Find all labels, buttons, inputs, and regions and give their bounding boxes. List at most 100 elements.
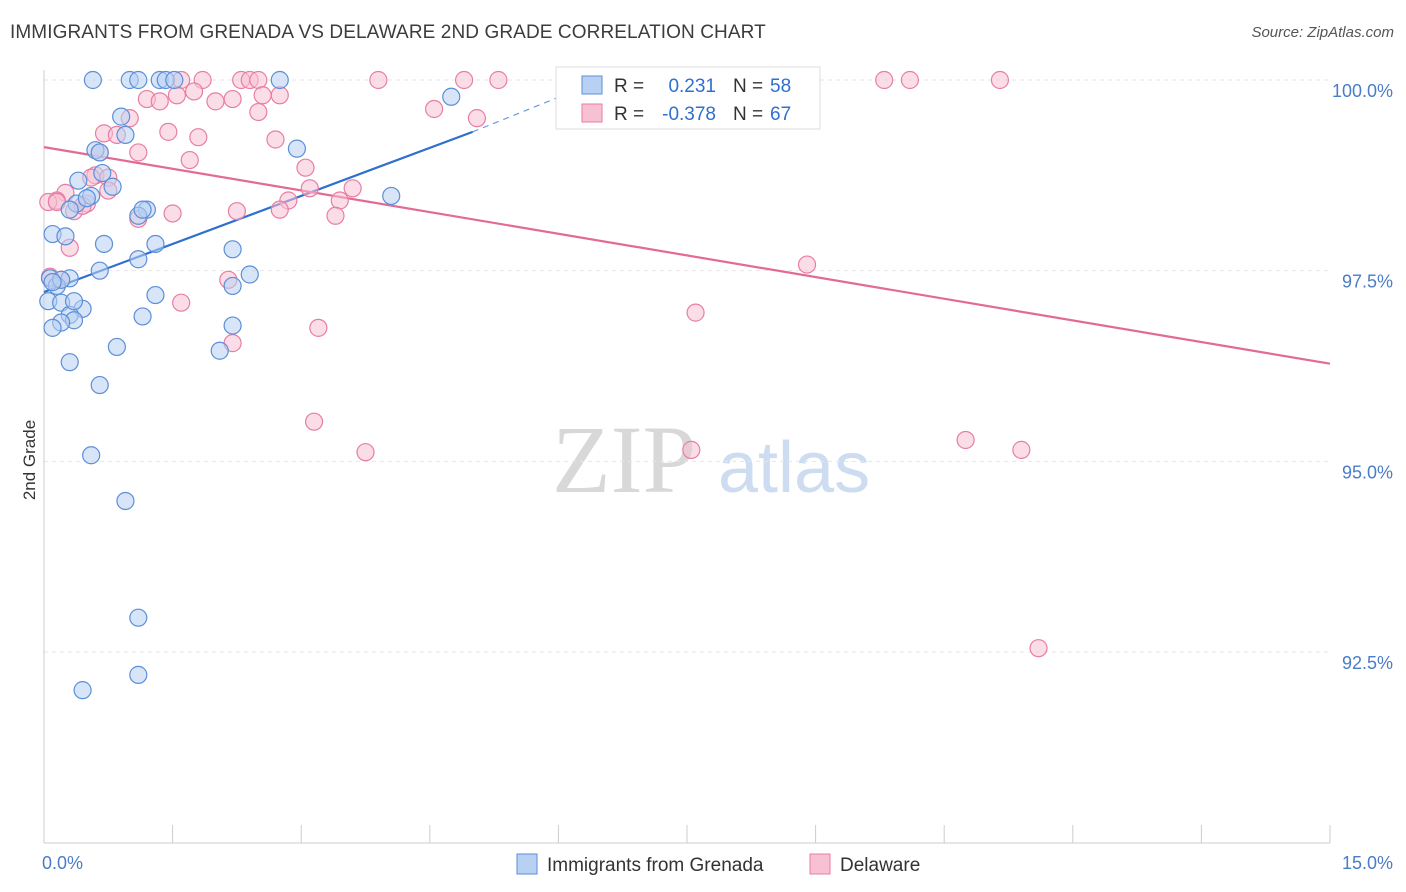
point-delaware — [300, 179, 319, 198]
point-grenada — [223, 276, 242, 296]
point-delaware — [227, 202, 246, 221]
point-grenada — [442, 87, 461, 106]
trend-line-delaware-solid — [43, 146, 1331, 365]
y-tick-label: 100.0% — [1332, 81, 1393, 101]
point-delaware — [249, 70, 268, 90]
point-grenada — [94, 234, 114, 254]
point-delaware — [467, 109, 487, 128]
point-delaware — [682, 440, 701, 459]
point-grenada — [73, 681, 92, 700]
point-delaware — [206, 92, 225, 111]
y-tick-label: 97.5% — [1342, 272, 1393, 292]
point-delaware — [266, 130, 285, 149]
point-delaware — [424, 99, 444, 119]
point-grenada — [133, 307, 152, 326]
point-delaware — [249, 102, 268, 122]
legend-r-value-delaware: -0.378 — [662, 104, 716, 125]
point-delaware — [223, 89, 242, 109]
x-tick-labels: 0.0% 15.0% — [42, 853, 1393, 873]
point-delaware — [172, 293, 191, 312]
point-grenada — [112, 107, 131, 126]
bottom-legend-label-grenada: Immigrants from Grenada — [547, 855, 764, 876]
point-delaware — [253, 86, 272, 105]
y-tick-label: 92.5% — [1342, 653, 1393, 673]
bottom-legend-swatch-delaware — [809, 853, 831, 875]
point-grenada — [146, 285, 165, 305]
point-delaware — [1029, 639, 1048, 658]
x-tick-label: 15.0% — [1342, 853, 1393, 873]
points-delaware — [39, 70, 1048, 658]
legend-r-label-delaware: R = — [614, 104, 644, 125]
point-delaware — [990, 70, 1010, 90]
trend-line-delaware — [43, 146, 1331, 365]
point-grenada — [107, 337, 126, 357]
point-grenada — [83, 70, 102, 90]
legend-n-label-delaware: N = — [733, 104, 763, 125]
point-delaware — [454, 70, 474, 90]
point-delaware — [270, 86, 289, 105]
point-grenada — [116, 125, 135, 145]
point-delaware — [330, 191, 349, 210]
point-delaware — [489, 70, 508, 90]
bottom-legend-label-delaware: Delaware — [840, 855, 920, 876]
legend-swatch-delaware — [581, 103, 603, 123]
gridlines — [44, 79, 1330, 653]
point-grenada — [60, 353, 79, 372]
point-grenada — [69, 171, 88, 190]
point-grenada — [82, 446, 101, 465]
point-delaware — [270, 200, 289, 219]
series-legend: Immigrants from Grenada Delaware — [516, 853, 920, 876]
point-delaware — [797, 255, 817, 274]
point-delaware — [875, 70, 894, 90]
legend-n-value-grenada: 58 — [770, 76, 791, 97]
point-grenada — [210, 341, 229, 360]
point-grenada — [240, 265, 259, 284]
point-delaware — [150, 92, 169, 111]
x-tick-label: 0.0% — [42, 853, 83, 873]
legend-n-value-delaware: 67 — [770, 104, 791, 125]
stats-legend: R = 0.231 N = 58 R = -0.378 N = 67 — [555, 66, 821, 130]
point-grenada — [146, 234, 165, 254]
point-delaware — [900, 70, 920, 90]
point-grenada — [77, 189, 96, 208]
legend-r-value-grenada: 0.231 — [668, 76, 716, 97]
point-grenada — [116, 491, 135, 511]
point-delaware — [159, 122, 178, 141]
watermark-atlas: atlas — [718, 428, 870, 508]
y-tick-labels: 100.0% 97.5% 95.0% 92.5% — [1332, 81, 1393, 673]
point-delaware — [343, 179, 362, 198]
point-grenada — [133, 200, 152, 219]
point-grenada — [56, 227, 75, 246]
point-grenada — [90, 375, 109, 395]
trend-line-grenada-solid — [43, 130, 474, 294]
point-grenada — [64, 292, 84, 311]
point-delaware — [163, 204, 182, 223]
point-delaware — [189, 128, 208, 147]
point-delaware — [686, 303, 705, 322]
point-grenada — [270, 70, 289, 90]
chart-title: IMMIGRANTS FROM GRENADA VS DELAWARE 2ND … — [10, 22, 766, 43]
point-grenada — [223, 240, 242, 259]
point-delaware — [167, 86, 186, 105]
point-grenada — [165, 70, 184, 90]
point-grenada — [103, 177, 122, 196]
point-grenada — [129, 665, 148, 684]
point-delaware — [129, 143, 148, 162]
point-grenada — [43, 318, 62, 337]
bottom-legend-swatch-grenada — [516, 853, 538, 875]
legend-swatch-grenada — [581, 75, 603, 95]
point-delaware — [296, 158, 315, 177]
point-grenada — [43, 273, 62, 292]
point-delaware — [356, 443, 375, 462]
point-grenada — [90, 261, 109, 280]
y-tick-label: 95.0% — [1342, 462, 1393, 482]
y-axis-label: 2nd Grade — [20, 420, 39, 500]
watermark-zip: ZIP — [552, 406, 696, 513]
point-grenada — [382, 186, 401, 206]
point-grenada — [129, 608, 148, 627]
point-delaware — [180, 150, 199, 170]
point-grenada — [223, 316, 242, 335]
point-grenada — [129, 250, 148, 269]
chart-source: Source: ZipAtlas.com — [1251, 24, 1394, 41]
points-grenada — [39, 70, 461, 700]
